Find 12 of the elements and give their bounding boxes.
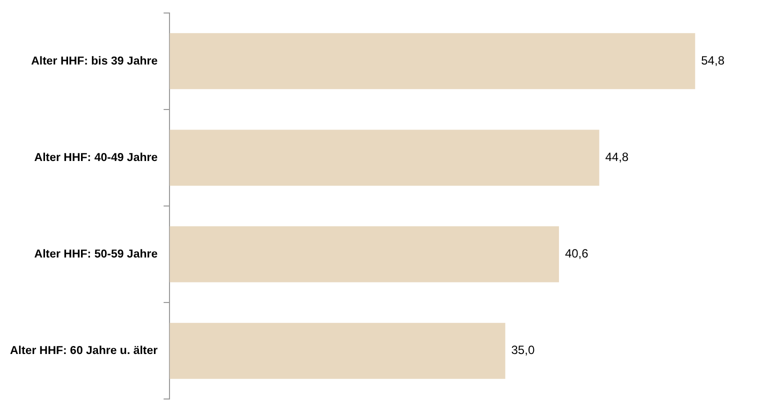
data-label: 35,0 [511,343,535,358]
bar [170,33,696,90]
y-tick-label: Alter HHF: 40-49 Jahre [34,152,158,164]
data-label: 54,8 [701,53,725,68]
y-tick-label: Alter HHF: 50-59 Jahre [34,248,158,260]
bar [170,130,600,186]
bar [170,322,506,379]
bar [170,226,559,282]
data-label: 44,8 [605,150,629,164]
y-tick-label: Alter HHF: bis 39 Jahre [31,55,158,68]
data-label: 40,6 [564,246,589,261]
y-tick-label: Alter HHF: 60 Jahre u. älter [10,344,158,357]
